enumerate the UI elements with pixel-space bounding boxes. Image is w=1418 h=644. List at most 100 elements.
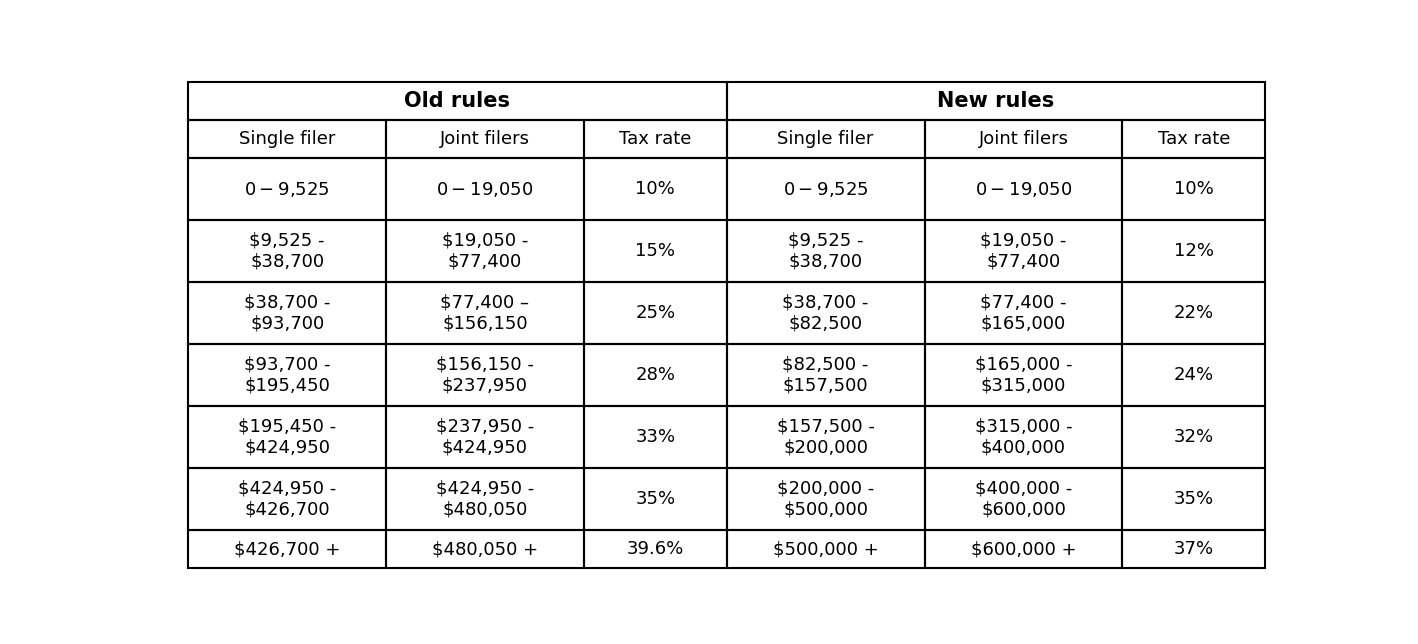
Bar (189, 220, 386, 282)
Text: $480,050 +: $480,050 + (432, 540, 537, 558)
Text: $200,000 -
$500,000: $200,000 - $500,000 (777, 480, 875, 518)
Bar (386, 220, 584, 282)
Bar (726, 120, 925, 158)
Bar (726, 344, 925, 406)
Text: 39.6%: 39.6% (627, 540, 683, 558)
Text: 25%: 25% (635, 304, 675, 322)
Bar (189, 531, 386, 568)
Bar (386, 406, 584, 468)
Text: $93,700 -
$195,450: $93,700 - $195,450 (244, 355, 330, 395)
Text: 24%: 24% (1174, 366, 1214, 384)
Bar (189, 82, 726, 120)
Bar (386, 344, 584, 406)
Text: $315,000 -
$400,000: $315,000 - $400,000 (974, 418, 1072, 457)
Bar (386, 120, 584, 158)
Bar (386, 468, 584, 531)
Text: Old rules: Old rules (404, 91, 510, 111)
Text: 10%: 10% (1174, 180, 1214, 198)
Text: 10%: 10% (635, 180, 675, 198)
Text: 32%: 32% (1174, 428, 1214, 446)
Bar (726, 406, 925, 468)
Bar (584, 120, 726, 158)
Text: $0 - $9,525: $0 - $9,525 (244, 180, 330, 198)
Text: 22%: 22% (1174, 304, 1214, 322)
Text: $77,400 –
$156,150: $77,400 – $156,150 (441, 294, 529, 332)
Text: 28%: 28% (635, 366, 675, 384)
Bar (925, 120, 1123, 158)
Bar (189, 406, 386, 468)
Text: $82,500 -
$157,500: $82,500 - $157,500 (783, 355, 869, 395)
Text: $600,000 +: $600,000 + (971, 540, 1076, 558)
Text: New rules: New rules (937, 91, 1055, 111)
Bar (726, 158, 925, 220)
Bar (1122, 406, 1265, 468)
Bar (386, 158, 584, 220)
Text: 12%: 12% (1174, 242, 1214, 260)
Bar (925, 220, 1123, 282)
Bar (584, 531, 726, 568)
Bar (189, 282, 386, 344)
Text: $165,000 -
$315,000: $165,000 - $315,000 (974, 355, 1072, 395)
Text: $38,700 -
$93,700: $38,700 - $93,700 (244, 294, 330, 332)
Text: $424,950 -
$426,700: $424,950 - $426,700 (238, 480, 336, 518)
Bar (726, 531, 925, 568)
Bar (1122, 468, 1265, 531)
Text: $0 - $19,050: $0 - $19,050 (437, 180, 533, 198)
Text: 33%: 33% (635, 428, 675, 446)
Text: $426,700 +: $426,700 + (234, 540, 340, 558)
Bar (584, 406, 726, 468)
Bar (1122, 344, 1265, 406)
Text: $9,525 -
$38,700: $9,525 - $38,700 (788, 232, 864, 270)
Bar (1122, 531, 1265, 568)
Text: 35%: 35% (1174, 490, 1214, 508)
Text: $77,400 -
$165,000: $77,400 - $165,000 (980, 294, 1066, 332)
Bar (584, 158, 726, 220)
Bar (386, 282, 584, 344)
Text: Tax rate: Tax rate (1157, 130, 1229, 148)
Text: $38,700 -
$82,500: $38,700 - $82,500 (783, 294, 869, 332)
Bar (925, 282, 1123, 344)
Bar (726, 468, 925, 531)
Text: $500,000 +: $500,000 + (773, 540, 879, 558)
Text: $400,000 -
$600,000: $400,000 - $600,000 (974, 480, 1072, 518)
Text: Joint filers: Joint filers (978, 130, 1068, 148)
Text: $237,950 -
$424,950: $237,950 - $424,950 (435, 418, 535, 457)
Bar (386, 531, 584, 568)
Text: $9,525 -
$38,700: $9,525 - $38,700 (250, 232, 325, 270)
Bar (189, 468, 386, 531)
Bar (189, 344, 386, 406)
Text: Single filer: Single filer (777, 130, 873, 148)
Text: $19,050 -
$77,400: $19,050 - $77,400 (980, 232, 1066, 270)
Text: Single filer: Single filer (240, 130, 335, 148)
Bar (189, 158, 386, 220)
Text: 15%: 15% (635, 242, 675, 260)
Text: $156,150 -
$237,950: $156,150 - $237,950 (435, 355, 535, 395)
Text: $157,500 -
$200,000: $157,500 - $200,000 (777, 418, 875, 457)
Text: 37%: 37% (1174, 540, 1214, 558)
Bar (584, 220, 726, 282)
Bar (726, 82, 1265, 120)
Text: $195,450 -
$424,950: $195,450 - $424,950 (238, 418, 336, 457)
Bar (726, 220, 925, 282)
Bar (726, 282, 925, 344)
Text: $0 - $19,050: $0 - $19,050 (974, 180, 1072, 198)
Bar (189, 120, 386, 158)
Bar (1122, 282, 1265, 344)
Bar (925, 468, 1123, 531)
Text: 35%: 35% (635, 490, 675, 508)
Bar (584, 344, 726, 406)
Bar (1122, 158, 1265, 220)
Bar (1122, 120, 1265, 158)
Text: Joint filers: Joint filers (440, 130, 530, 148)
Bar (925, 158, 1123, 220)
Text: Tax rate: Tax rate (620, 130, 692, 148)
Bar (925, 406, 1123, 468)
Text: $424,950 -
$480,050: $424,950 - $480,050 (435, 480, 535, 518)
Text: $19,050 -
$77,400: $19,050 - $77,400 (442, 232, 527, 270)
Bar (925, 344, 1123, 406)
Bar (584, 282, 726, 344)
Bar (1122, 220, 1265, 282)
Text: $0 - $9,525: $0 - $9,525 (783, 180, 868, 198)
Bar (925, 531, 1123, 568)
Bar (584, 468, 726, 531)
